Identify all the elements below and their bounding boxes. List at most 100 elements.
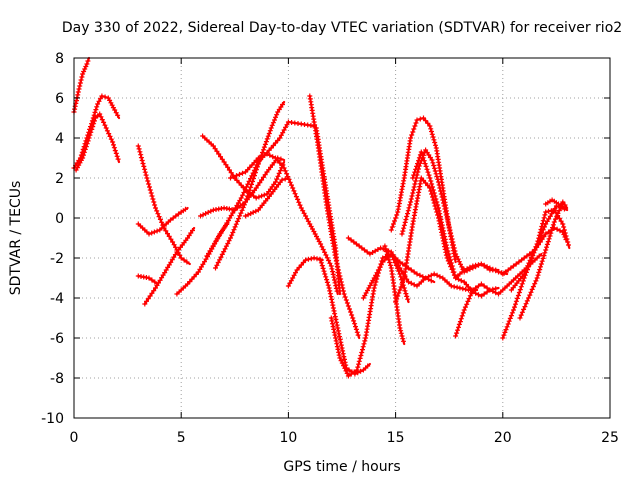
data-point (154, 228, 160, 234)
data-point (178, 255, 184, 261)
data-point (392, 260, 398, 266)
data-point (411, 282, 417, 288)
series-track-14 (243, 176, 290, 219)
data-point (248, 184, 253, 190)
data-point (329, 266, 335, 272)
data-point (284, 171, 290, 177)
data-point (529, 252, 535, 258)
data-point (353, 326, 359, 332)
data-point (260, 174, 266, 180)
data-point (359, 350, 365, 355)
data-point (399, 231, 405, 237)
data-point (401, 225, 407, 231)
data-point (432, 140, 438, 145)
data-point (504, 324, 510, 330)
data-point (148, 190, 154, 196)
data-point (261, 147, 266, 153)
data-layer (71, 56, 571, 379)
data-point (266, 131, 272, 136)
series-track-31 (517, 199, 569, 321)
data-point (378, 245, 384, 251)
data-point (275, 155, 281, 161)
data-point (250, 209, 256, 215)
data-point (551, 219, 557, 225)
data-point (396, 268, 402, 274)
data-point (493, 290, 499, 296)
data-point (413, 166, 419, 172)
data-point (519, 309, 525, 315)
data-point (458, 316, 464, 322)
data-point (414, 271, 420, 277)
data-point (438, 191, 444, 197)
data-point (223, 162, 229, 168)
series-line (347, 236, 479, 292)
data-point (78, 77, 84, 83)
data-point (238, 210, 244, 216)
data-point (249, 181, 254, 187)
data-point (290, 275, 296, 281)
data-point (535, 238, 541, 244)
data-point (98, 114, 104, 120)
data-point (297, 202, 303, 208)
data-point (542, 212, 548, 218)
data-point (282, 168, 288, 174)
data-point (276, 170, 282, 176)
data-point (97, 96, 103, 102)
data-point (214, 262, 220, 268)
data-point (165, 231, 170, 237)
data-point (113, 110, 119, 116)
data-point (431, 163, 437, 168)
series-track-17 (313, 125, 343, 296)
data-point (205, 209, 211, 215)
data-point (470, 263, 476, 269)
data-point (142, 169, 148, 175)
data-point (542, 250, 548, 256)
data-point (429, 191, 435, 197)
data-point (269, 122, 275, 128)
data-point (264, 151, 270, 157)
data-point (398, 330, 404, 336)
x-tick-label: 0 (70, 430, 79, 446)
data-point (237, 171, 242, 177)
data-point (513, 298, 519, 304)
data-point (99, 93, 105, 99)
data-point (159, 275, 165, 281)
data-point (406, 205, 412, 211)
data-point (212, 240, 218, 246)
data-point (99, 117, 105, 123)
data-point (176, 211, 181, 217)
data-point (461, 267, 467, 273)
data-point (525, 263, 531, 269)
data-point (166, 262, 172, 268)
data-point (358, 353, 364, 358)
data-point (357, 355, 363, 361)
data-point (518, 312, 524, 318)
data-point (222, 246, 228, 252)
data-point (393, 299, 399, 305)
data-point (420, 155, 426, 161)
data-point (190, 228, 195, 233)
data-point (361, 341, 367, 347)
data-point (538, 261, 544, 267)
data-point (449, 236, 455, 242)
data-point (416, 158, 421, 164)
data-point (528, 255, 534, 261)
data-point (352, 321, 358, 327)
data-point (487, 287, 493, 293)
data-point (92, 109, 98, 115)
data-point (443, 212, 449, 218)
data-point (460, 310, 466, 316)
data-point (103, 125, 109, 131)
data-point (101, 119, 107, 125)
data-point (433, 171, 439, 177)
data-point (536, 235, 542, 241)
data-point (447, 227, 453, 233)
data-point (439, 194, 445, 200)
y-tick-label: -2 (50, 251, 64, 267)
data-point (155, 211, 161, 217)
series-track-2 (71, 93, 121, 171)
data-point (541, 253, 547, 259)
data-point (163, 267, 169, 273)
data-point (538, 264, 543, 270)
data-point (102, 94, 108, 100)
